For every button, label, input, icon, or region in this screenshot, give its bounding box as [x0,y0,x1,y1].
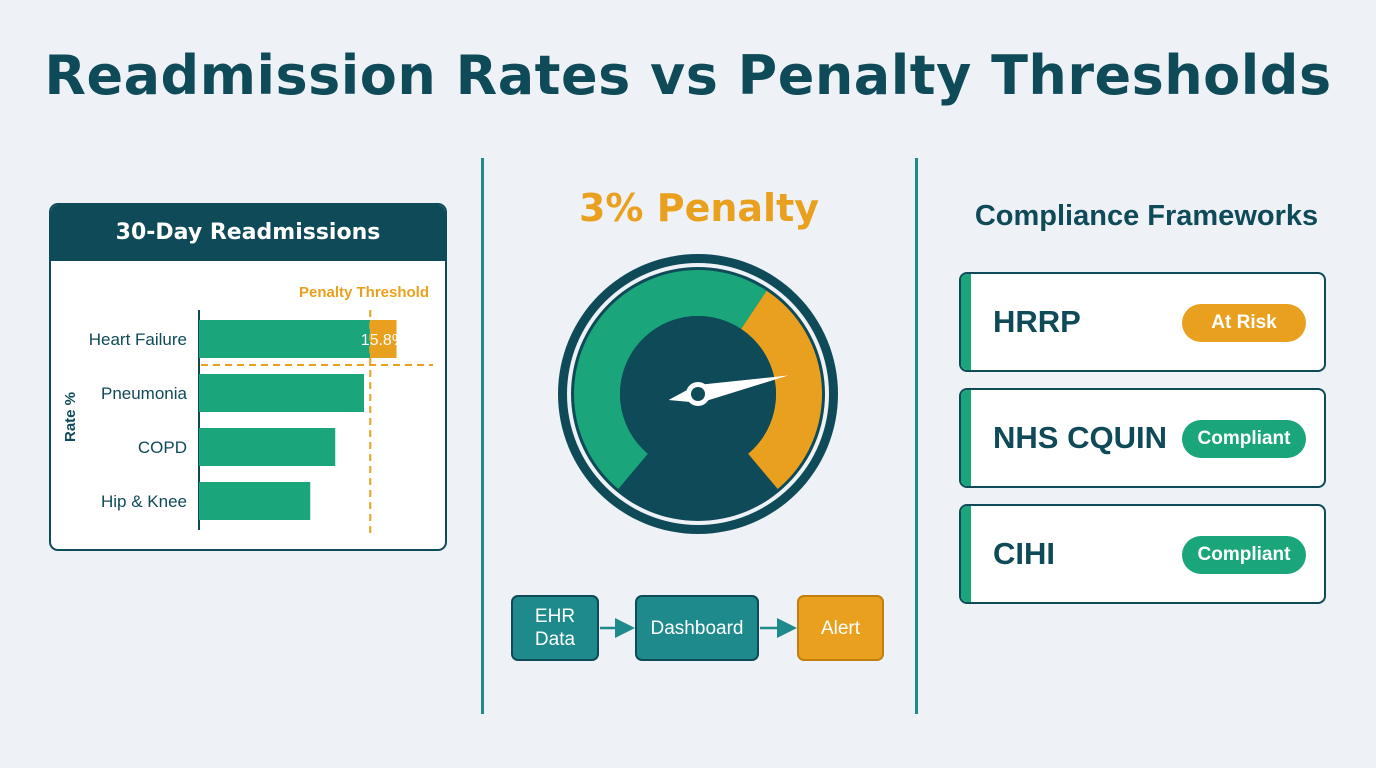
framework-card-hrrp: HRRP At Risk [959,272,1326,372]
frameworks-title: Compliance Frameworks [974,200,1319,232]
data-label: 15.8% [361,332,406,349]
flow-step-label: Alert [820,617,861,639]
card-accent-bar [961,506,971,602]
flow-step-dashboard: Dashboard [635,595,759,661]
threshold-label: Penalty Threshold [299,284,429,301]
gauge-needle-hub-inner [691,387,705,401]
flow-step-label: EHR Data [534,606,576,650]
gauge-warning-segment [741,290,822,489]
card-accent-bar [961,274,971,370]
chart-title: 30-Day Readmissions [51,205,445,261]
framework-name: NHS CQUIN [993,420,1167,455]
penalty-gauge [558,254,838,534]
y-axis-label: Rate % [62,392,79,442]
category-label: Hip & Knee [101,492,187,511]
bar-0-over-threshold [370,320,397,358]
status-badge: Compliant [1182,536,1306,574]
card-accent-bar [961,390,971,486]
flow-step-alert: Alert [797,595,884,661]
bar-2 [199,428,336,466]
gauge-green-segment [574,270,767,489]
section-divider-left [481,158,484,714]
category-label: Pneumonia [101,384,188,403]
framework-card-nhs-cquin: NHS CQUIN Compliant [959,388,1326,488]
flow-step-label: Dashboard [650,617,744,639]
page-title: Readmission Rates vs Penalty Thresholds [44,44,1332,107]
framework-card-cihi: CIHI Compliant [959,504,1326,604]
penalty-title: 3% Penalty [578,186,820,230]
readmissions-bar-chart: Penalty Threshold Rate % Heart Failure 15.8… [62,284,433,533]
flow-step-ehr-data: EHR Data [511,595,599,661]
readmissions-chart-card: 30-Day Readmissions Penalty Threshold Rat… [49,203,447,551]
bar-1 [199,374,364,412]
status-badge: Compliant [1182,420,1306,458]
status-badge: At Risk [1182,304,1306,342]
framework-name: CIHI [993,536,1055,571]
bar-3 [199,482,311,520]
bar-0 [199,320,371,358]
framework-name: HRRP [993,304,1081,339]
category-label: Heart Failure [89,330,187,349]
section-divider-right [915,158,918,714]
category-label: COPD [138,438,187,457]
